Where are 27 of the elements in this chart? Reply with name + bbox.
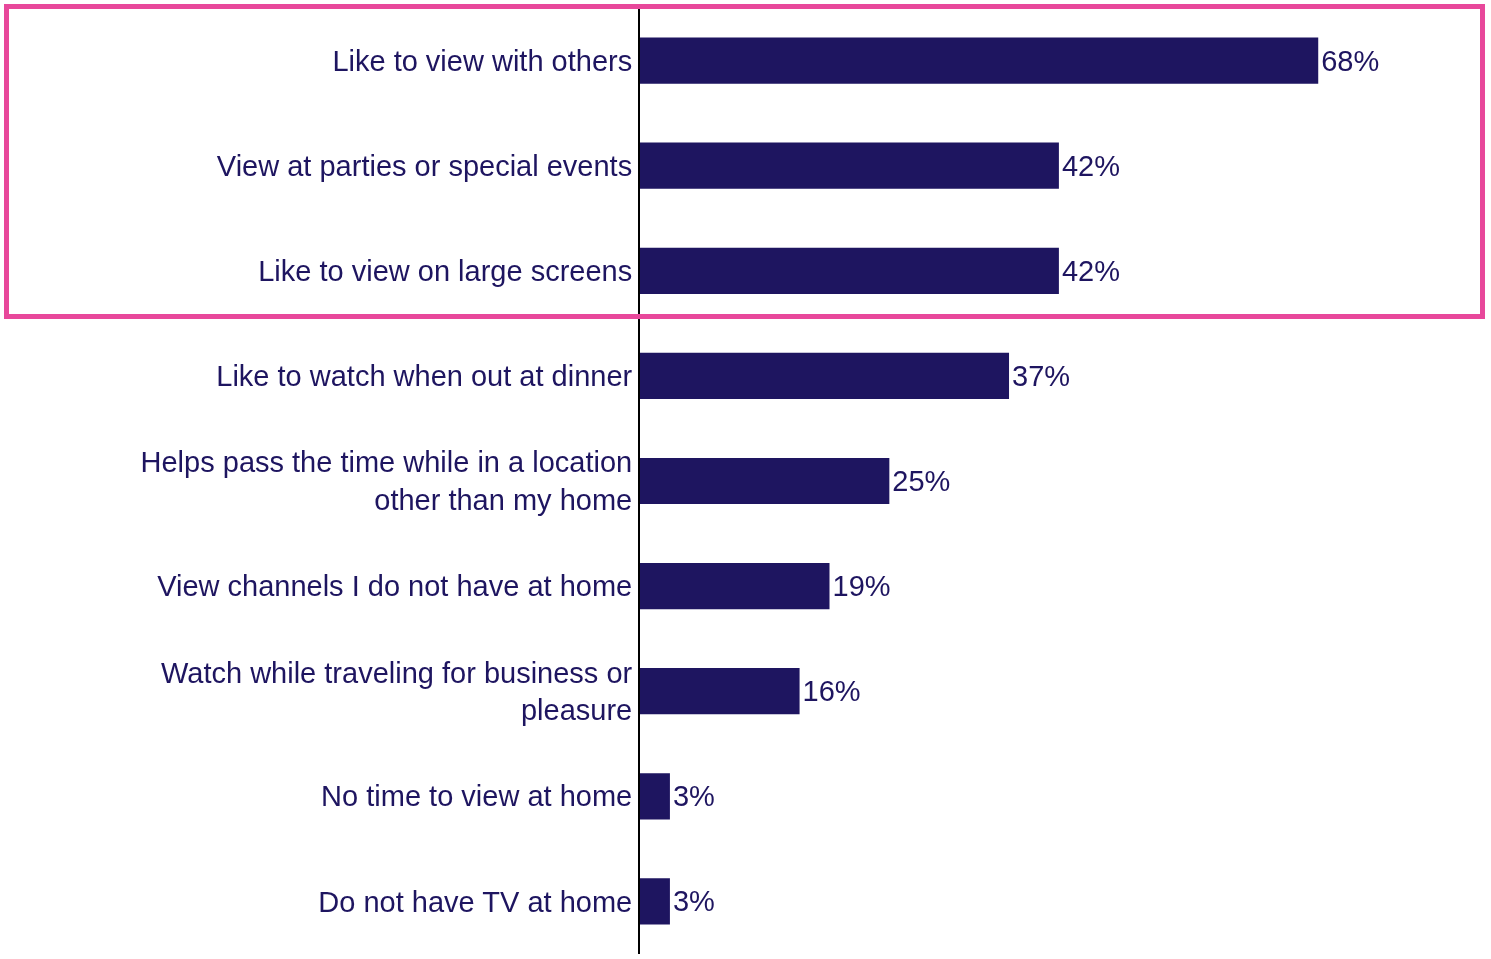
data-label: 16%	[802, 675, 861, 708]
data-label: 42%	[1061, 254, 1120, 287]
y-tick-label: Watch while traveling for business or pleasure	[161, 656, 633, 727]
y-tick-label: Do not have TV at home	[318, 885, 633, 918]
data-label: 37%	[1012, 359, 1071, 392]
data-label: 3%	[672, 885, 715, 918]
y-tick-label: No time to view at home	[321, 780, 633, 813]
data-label: 3%	[672, 780, 715, 813]
data-label: 19%	[832, 570, 891, 603]
bar	[640, 878, 670, 925]
bar	[640, 457, 890, 505]
bar	[640, 247, 1059, 294]
y-tick-label: View channels I do not have at home	[157, 570, 633, 603]
bar	[640, 142, 1059, 189]
bar	[640, 668, 800, 715]
data-label: 68%	[1321, 44, 1380, 77]
bar	[640, 773, 670, 820]
bar	[640, 37, 1319, 84]
y-tick-label: Helps pass the time while in a location other than my home	[140, 446, 633, 516]
bar	[640, 352, 1010, 400]
bar	[640, 562, 830, 610]
y-tick-label: Like to view with others	[332, 44, 633, 77]
y-tick-label: Like to view on large screens	[258, 254, 633, 287]
y-tick-label: Like to watch when out at dinner	[216, 360, 633, 393]
y-tick-label: View at parties or special events	[216, 149, 633, 182]
data-label: 25%	[892, 465, 951, 497]
data-label: 42%	[1061, 149, 1120, 182]
